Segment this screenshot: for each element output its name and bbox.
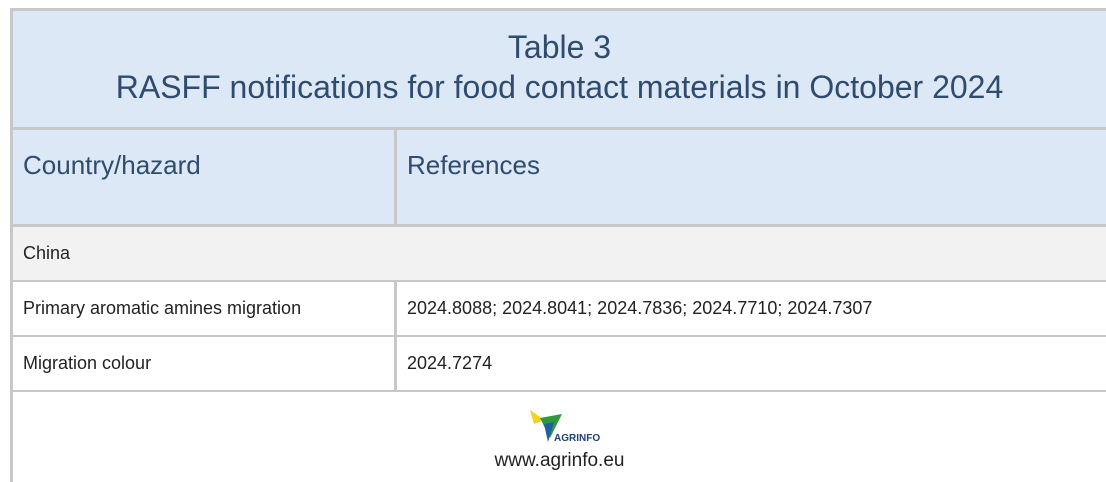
logo-text: AGRINFO <box>554 433 600 444</box>
footer: AGRINFO www.agrinfo.eu <box>13 392 1106 482</box>
header-cell: Country/hazard <box>13 130 397 224</box>
references-cell: 2024.8088; 2024.8041; 2024.7836; 2024.77… <box>407 298 873 318</box>
group-row: China <box>13 227 1106 282</box>
header-row: Country/hazard References <box>13 130 1106 227</box>
hazard-cell: Migration colour <box>13 337 397 390</box>
hazard-cell: Primary aromatic amines migration <box>13 282 397 335</box>
group-cell: China <box>23 243 71 263</box>
references-cell: 2024.7274 <box>407 353 493 373</box>
header-cell: References <box>407 150 540 180</box>
logo-shape <box>529 410 544 424</box>
data-row: Migration colour 2024.7274 <box>13 337 1106 392</box>
table-title-block: Table 3 RASFF notifications for food con… <box>13 11 1106 130</box>
logo: AGRINFO <box>529 410 600 444</box>
data-row: Primary aromatic amines migration 2024.8… <box>13 282 1106 337</box>
table-title: Table 3 <box>507 29 612 65</box>
footer-url: www.agrinfo.eu <box>494 450 625 471</box>
table-subtitle: RASFF notifications for food contact mat… <box>115 69 1004 105</box>
table-frame <box>10 8 1106 482</box>
logo-shape <box>543 422 554 442</box>
